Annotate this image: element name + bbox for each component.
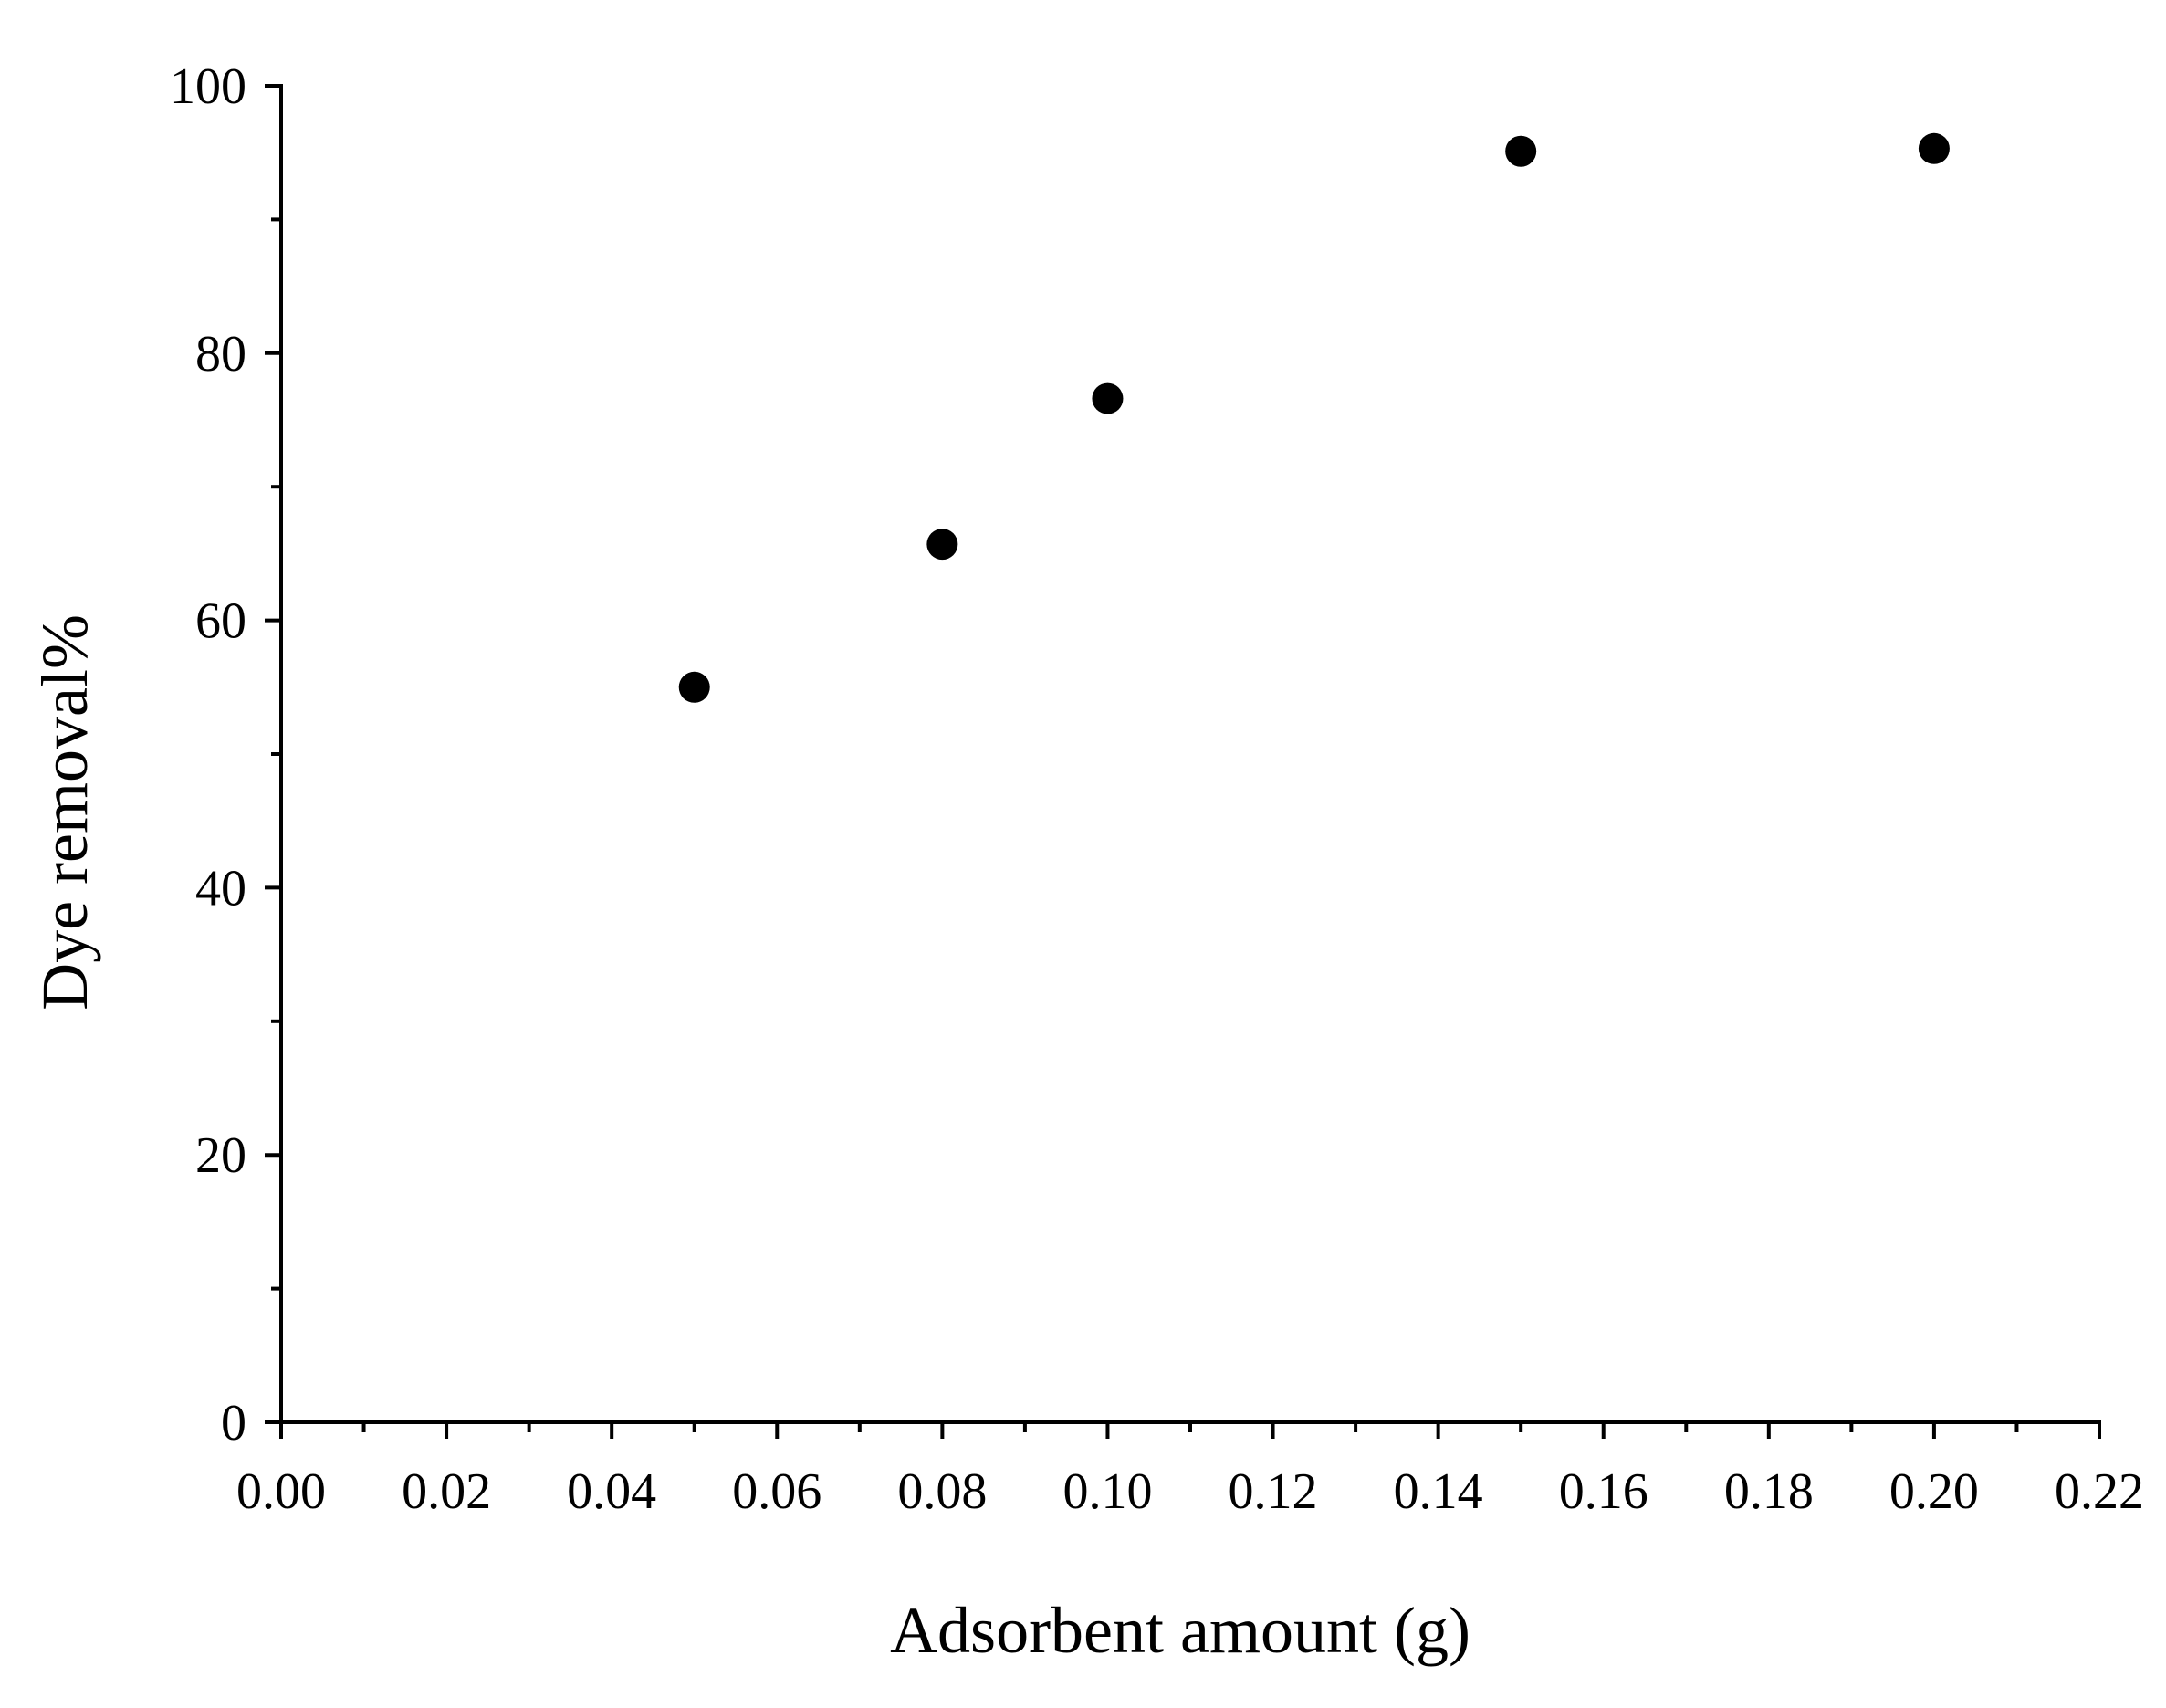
data-point <box>926 529 958 561</box>
x-tick-label: 0.06 <box>732 1463 821 1520</box>
data-points <box>678 132 1950 703</box>
y-tick-label: 0 <box>221 1395 246 1451</box>
y-tick-label: 60 <box>195 593 246 650</box>
ticks: 0.00 0.02 0.04 0.06 0.08 0.10 0.12 0.14 0.16 0.18… <box>170 58 2144 1520</box>
y-tick-label: 20 <box>195 1127 246 1184</box>
x-tick-label: 0.02 <box>402 1463 491 1520</box>
x-axis-title: Adsorbent amount (g) <box>890 1594 1470 1667</box>
axes <box>279 84 2101 1424</box>
x-tick-label: 0.10 <box>1062 1463 1152 1520</box>
x-tick-label: 0.04 <box>567 1463 656 1520</box>
data-point <box>1918 132 1950 164</box>
x-tick-label: 0.22 <box>2055 1463 2144 1520</box>
x-tick-label: 0.16 <box>1559 1463 1648 1520</box>
data-point <box>1092 382 1124 414</box>
x-tick-label: 0.14 <box>1394 1463 1483 1520</box>
x-tick-label: 0.12 <box>1229 1463 1318 1520</box>
data-point <box>678 671 710 703</box>
data-point <box>1505 135 1537 167</box>
x-tick-label: 0.18 <box>1724 1463 1814 1520</box>
y-axis-title: Dye removal% <box>28 614 101 1011</box>
y-tick-label: 80 <box>195 326 246 382</box>
x-tick-label: 0.00 <box>236 1463 326 1520</box>
x-tick-label: 0.08 <box>897 1463 987 1520</box>
x-tick-label: 0.20 <box>1889 1463 1979 1520</box>
y-tick-label: 100 <box>170 58 246 115</box>
y-tick-label: 40 <box>195 860 246 917</box>
